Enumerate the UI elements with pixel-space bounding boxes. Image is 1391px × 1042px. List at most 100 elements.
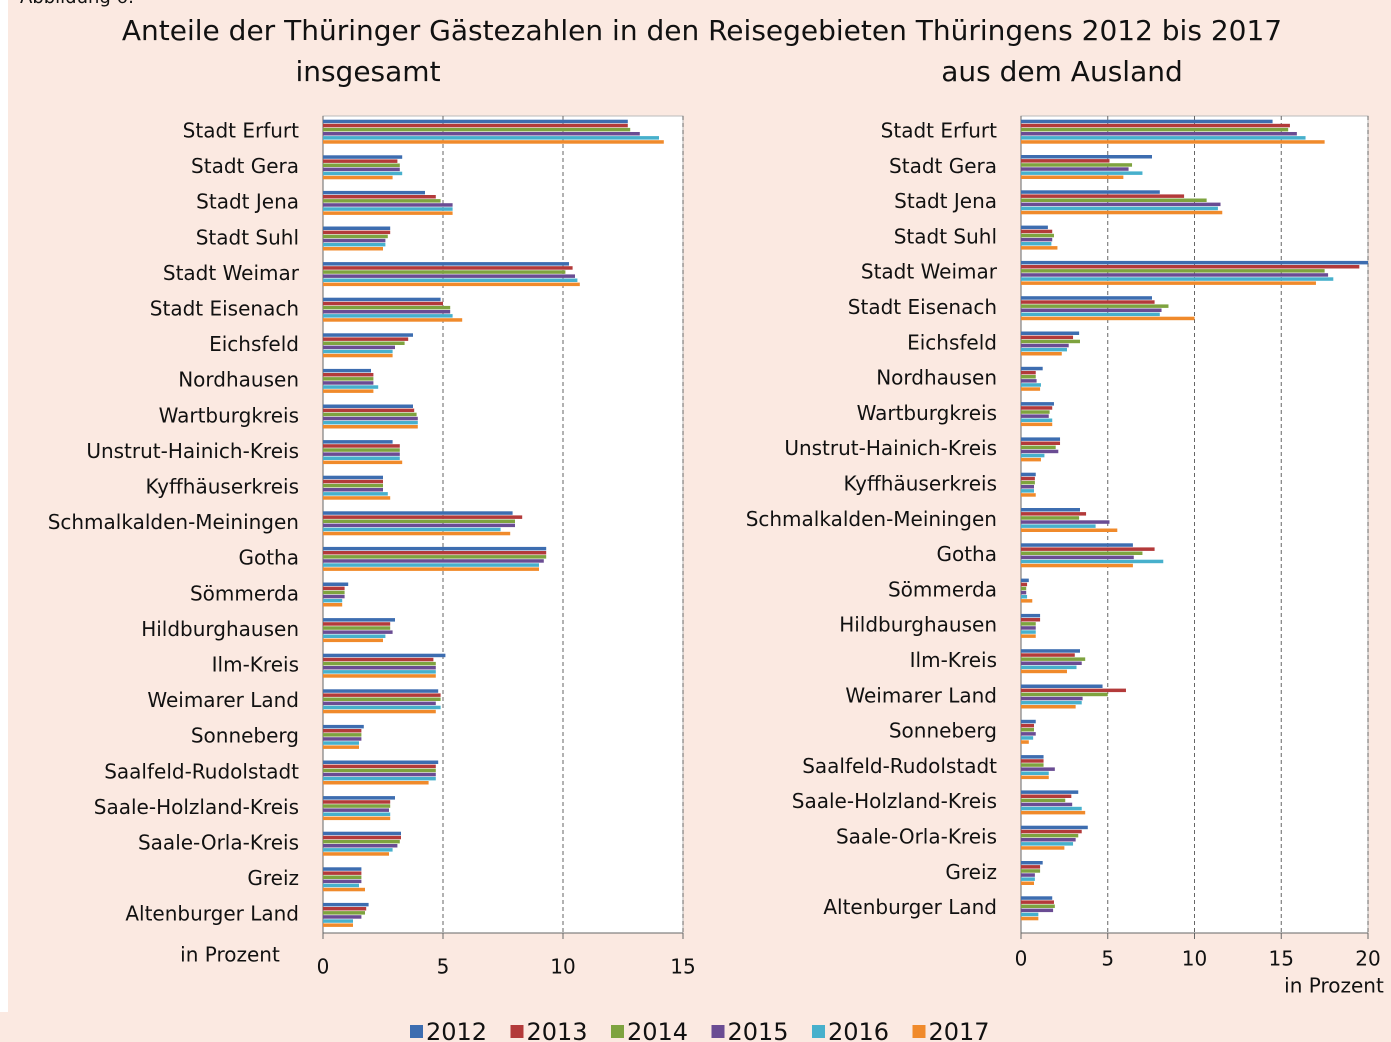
bar [1021, 457, 1041, 462]
bar [323, 800, 391, 804]
bar [323, 590, 345, 595]
category-label: Schmalkalden-Meiningen [48, 510, 299, 534]
bar [323, 741, 359, 745]
bar [323, 776, 436, 781]
bar [323, 333, 413, 337]
bar [323, 781, 429, 785]
bar [323, 492, 388, 496]
bar [323, 456, 400, 460]
bar [323, 883, 359, 888]
bar [323, 551, 547, 555]
bar [323, 444, 400, 448]
bar [323, 238, 386, 243]
category-label: Ilm-Kreis [212, 653, 299, 677]
bar [1021, 771, 1049, 775]
bar [1021, 543, 1133, 547]
legend-swatch [510, 1025, 524, 1038]
bar [1021, 273, 1329, 277]
category-label: Stadt Jena [196, 190, 299, 214]
bar [323, 772, 436, 777]
bar [323, 519, 515, 523]
bar [1021, 237, 1053, 242]
bar [1021, 472, 1036, 477]
bar [323, 689, 439, 693]
category-label: Greiz [945, 860, 997, 884]
bar [1021, 366, 1043, 371]
bar [1021, 700, 1082, 705]
legend-label: 2013 [527, 1018, 588, 1042]
bar [1021, 233, 1054, 238]
bar [323, 171, 403, 176]
bar [323, 902, 369, 907]
x-tick-label: 5 [437, 955, 450, 979]
bar [323, 159, 398, 163]
bar [323, 622, 391, 626]
bar [323, 475, 383, 480]
bar [1021, 171, 1143, 175]
bar [323, 907, 367, 911]
bar [1021, 260, 1368, 265]
bar [323, 511, 513, 515]
bar [1021, 794, 1072, 798]
bar [323, 262, 569, 266]
bar [323, 531, 511, 536]
category-label: Kyffhäuserkreis [844, 472, 997, 496]
bar [323, 661, 436, 666]
bar [323, 729, 362, 733]
bar [1021, 163, 1133, 167]
bar [323, 515, 523, 519]
bar [323, 270, 566, 274]
bar [1021, 167, 1129, 171]
x-tick-label: 10 [550, 955, 575, 979]
bar [1021, 825, 1088, 830]
bar [1021, 312, 1160, 317]
bar [323, 175, 393, 180]
bar [323, 460, 403, 465]
bar [1021, 123, 1290, 128]
bar [323, 835, 401, 840]
bar [1021, 159, 1110, 163]
bar [1021, 595, 1028, 599]
category-label: Stadt Gera [889, 154, 997, 178]
bar [1021, 453, 1045, 458]
bar [323, 737, 362, 741]
category-label: Hildburghausen [141, 617, 299, 641]
bar [323, 630, 393, 634]
bar [323, 207, 453, 211]
bar [1021, 881, 1035, 885]
bar [323, 603, 343, 607]
bar [1021, 520, 1110, 524]
bar [1021, 599, 1033, 603]
bar [323, 831, 401, 836]
bar [1021, 649, 1080, 653]
bar [1021, 140, 1325, 144]
bar [1021, 775, 1049, 780]
bar [1021, 339, 1080, 344]
bar [1021, 810, 1086, 815]
bar [1021, 759, 1044, 763]
category-label: Sonneberg [191, 724, 299, 748]
bar [1021, 916, 1039, 921]
bar [1021, 352, 1062, 356]
category-label: Saale-Holzland-Kreis [792, 789, 997, 813]
subtitle: aus dem Ausland [941, 55, 1183, 88]
bar [1021, 618, 1041, 622]
bar [1021, 551, 1143, 555]
bar [1021, 705, 1076, 709]
subtitle: insgesamt [295, 55, 440, 88]
bar [1021, 119, 1273, 124]
bar [1021, 402, 1054, 406]
legend-swatch [912, 1025, 926, 1038]
bar [323, 155, 403, 159]
bar [323, 167, 400, 172]
bar [323, 705, 441, 710]
bar [1021, 265, 1360, 269]
bar [323, 915, 362, 919]
bar [323, 377, 374, 381]
bar [1021, 132, 1297, 136]
category-label: Weimarer Land [147, 688, 299, 712]
category-label: Eichsfeld [209, 332, 299, 356]
bar [323, 242, 386, 247]
bar [323, 345, 395, 350]
bar [323, 693, 441, 697]
